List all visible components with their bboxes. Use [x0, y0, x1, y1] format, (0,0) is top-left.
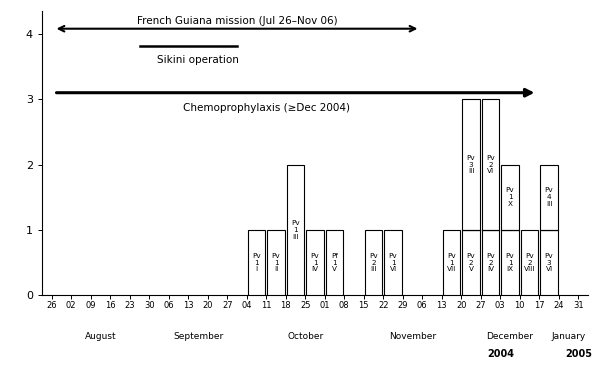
Text: Sikini operation: Sikini operation — [157, 55, 239, 65]
Bar — [462, 230, 480, 295]
Text: Pv
2
IV: Pv 2 IV — [486, 253, 495, 272]
Text: Pv
2
VI: Pv 2 VI — [486, 155, 495, 174]
Text: October: October — [287, 332, 323, 341]
Text: Pv
1
IV: Pv 1 IV — [311, 253, 319, 272]
Text: December: December — [487, 332, 533, 341]
Text: Pv
1
VI: Pv 1 VI — [389, 253, 397, 272]
Text: French Guiana mission (Jul 26–Nov 06): French Guiana mission (Jul 26–Nov 06) — [137, 16, 337, 26]
Text: Pv
1
III: Pv 1 III — [291, 220, 300, 239]
Bar — [248, 230, 265, 295]
Bar — [501, 230, 519, 295]
Bar — [306, 230, 324, 295]
Bar — [443, 230, 460, 295]
Text: Pv
1
IX: Pv 1 IX — [506, 253, 514, 272]
Text: Pv
3
III: Pv 3 III — [467, 155, 475, 174]
Bar — [521, 230, 538, 295]
Bar — [326, 230, 343, 295]
Bar — [482, 230, 499, 295]
Text: 2004: 2004 — [487, 349, 514, 359]
Text: August: August — [85, 332, 116, 341]
Text: Chemoprophylaxis (≥Dec 2004): Chemoprophylaxis (≥Dec 2004) — [183, 103, 350, 113]
Text: September: September — [173, 332, 223, 341]
Bar — [384, 230, 402, 295]
Text: Pf
1
V: Pf 1 V — [331, 253, 338, 272]
Text: Pv
1
II: Pv 1 II — [272, 253, 280, 272]
Bar — [287, 165, 304, 295]
Text: Pv
3
VI: Pv 3 VI — [545, 253, 553, 272]
Text: 2005: 2005 — [565, 349, 592, 359]
Bar — [501, 165, 519, 230]
Bar — [462, 99, 480, 230]
Text: November: November — [389, 332, 436, 341]
Bar — [540, 165, 558, 230]
Text: Pv
1
I: Pv 1 I — [252, 253, 261, 272]
Text: Pv
1
VII: Pv 1 VII — [447, 253, 456, 272]
Bar — [482, 99, 499, 230]
Bar — [540, 230, 558, 295]
Text: January: January — [551, 332, 586, 341]
Bar — [267, 230, 285, 295]
Text: Pv
2
III: Pv 2 III — [369, 253, 378, 272]
Bar — [365, 230, 382, 295]
Text: Pv
2
V: Pv 2 V — [467, 253, 475, 272]
Text: Pv
2
VIII: Pv 2 VIII — [524, 253, 535, 272]
Text: Pv
1
X: Pv 1 X — [506, 187, 514, 207]
Text: Pv
4
III: Pv 4 III — [545, 187, 553, 207]
